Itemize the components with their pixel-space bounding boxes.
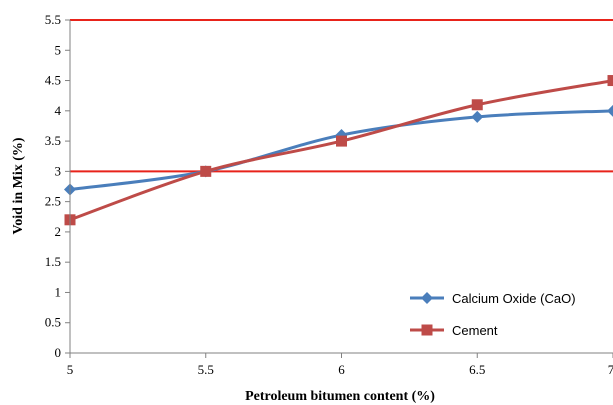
y-tick-label: 1 — [55, 284, 62, 299]
legend-marker — [421, 324, 433, 336]
data-point-2 — [336, 135, 347, 147]
x-tick-label: 6.5 — [469, 362, 485, 377]
y-ticks: 0 0.5 1 1.5 2 2.5 3 3.5 4 4.5 5 5.5 — [45, 12, 70, 360]
y-tick-label: 3 — [55, 163, 62, 178]
y-tick-label: 2.5 — [45, 194, 61, 209]
limit-lines — [70, 19, 613, 173]
x-tick-label: 5.5 — [198, 362, 214, 377]
x-tick-label: 5 — [67, 362, 74, 377]
data-point-1 — [607, 104, 613, 117]
y-tick-label: 4.5 — [45, 73, 61, 88]
y-tick-label: 5 — [55, 42, 62, 57]
y-tick-label: 4 — [55, 103, 62, 118]
y-tick-label: 3.5 — [45, 133, 61, 148]
y-tick-label: 0.5 — [45, 315, 61, 330]
y-tick-label: 1.5 — [45, 254, 61, 269]
legend: Calcium Oxide (CaO) Cement — [410, 291, 576, 338]
y-tick-label: 2 — [55, 224, 62, 239]
y-tick-label: 0 — [55, 345, 62, 360]
legend-label: Calcium Oxide (CaO) — [452, 291, 576, 306]
x-axis-label: Petroleum bitumen content (%) — [245, 389, 435, 404]
legend-label: Cement — [452, 323, 498, 338]
data-point-2 — [200, 165, 212, 177]
y-axis-label: Void in Mix (%) — [11, 137, 26, 234]
data-point-2 — [471, 99, 483, 111]
legend-marker — [421, 292, 433, 304]
y-tick-label: 5.5 — [45, 12, 61, 27]
x-ticks: 5 5.5 6 6.5 7 — [67, 353, 613, 377]
series-line-2 — [69, 79, 613, 222]
data-point-1 — [471, 110, 484, 123]
series-group — [64, 75, 613, 226]
data-point-2 — [607, 75, 613, 87]
x-tick-label: 7 — [608, 362, 613, 377]
x-tick-label: 6 — [338, 362, 345, 377]
series-line-1 — [69, 109, 613, 192]
